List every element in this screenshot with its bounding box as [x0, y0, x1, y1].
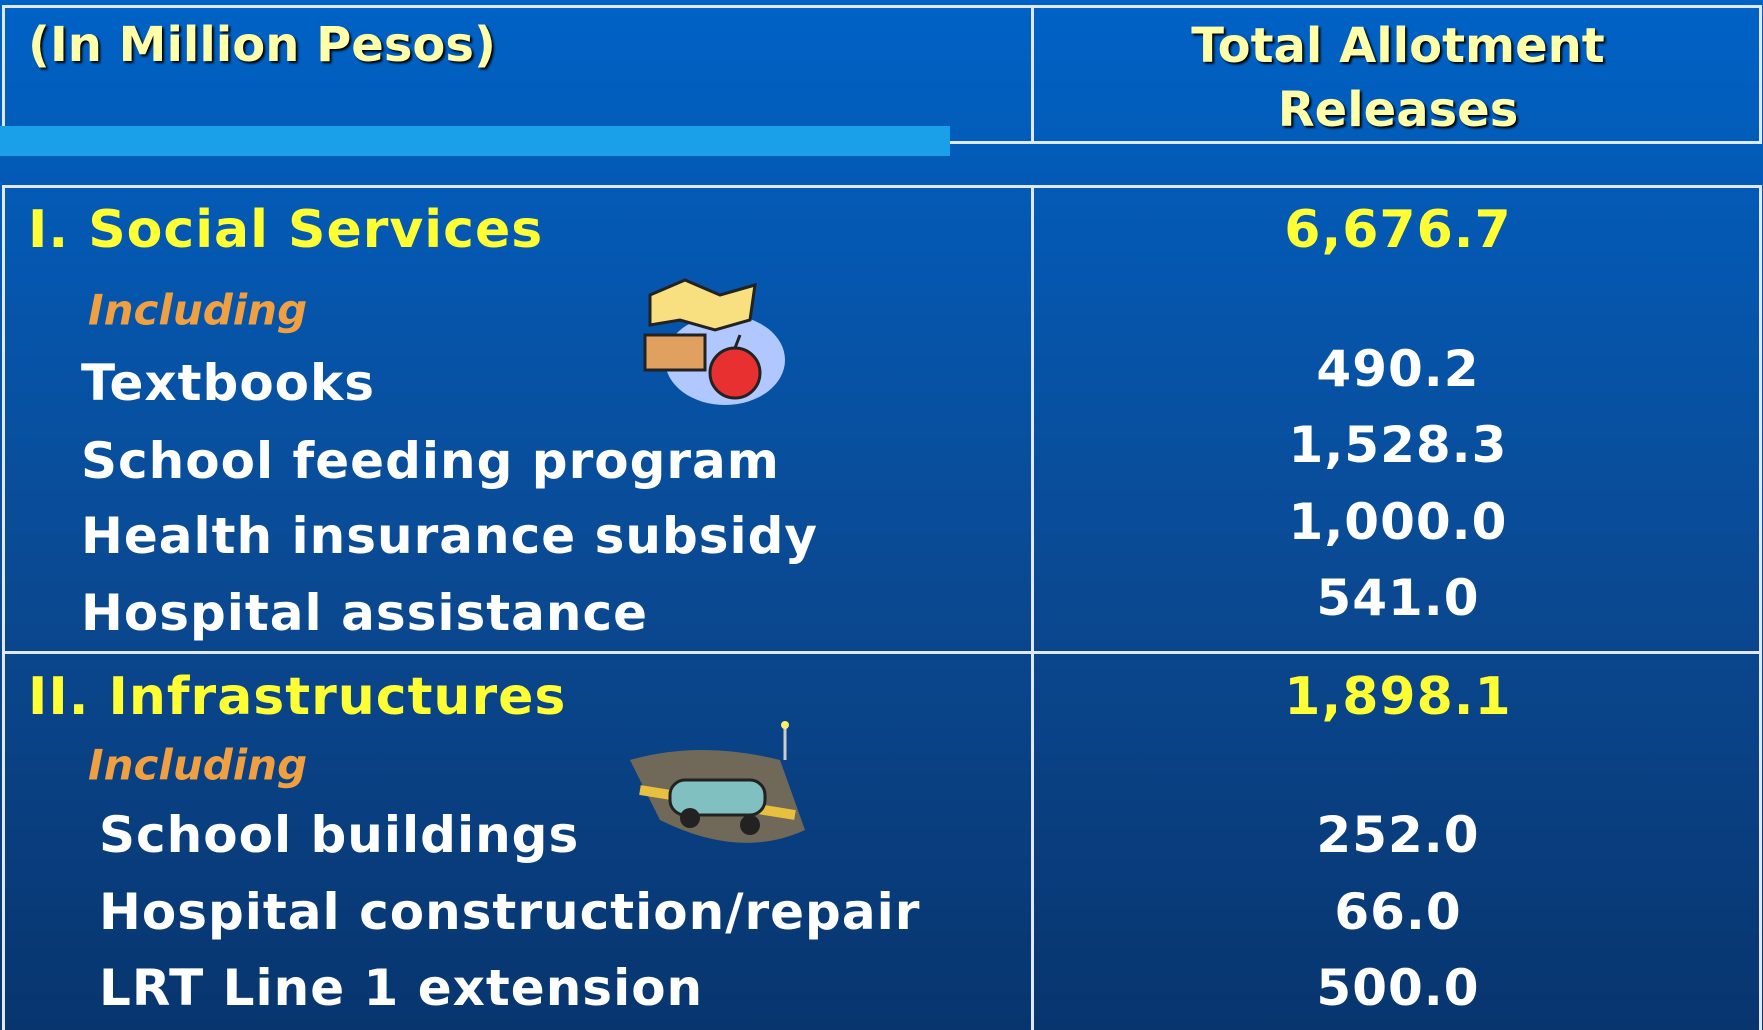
section-title: II. Infrastructures — [28, 667, 566, 727]
item-value: 541.0 — [1316, 569, 1479, 627]
section-total: 1,898.1 — [1284, 667, 1511, 727]
item-value: 490.2 — [1316, 340, 1479, 398]
column-divider — [1031, 185, 1034, 1030]
header-divider — [1031, 5, 1034, 144]
item-label: School buildings — [99, 806, 579, 864]
item-value: 66.0 — [1334, 883, 1461, 941]
item-label: LRT Line 1 extension — [99, 959, 703, 1017]
item-value: 500.0 — [1316, 959, 1479, 1017]
books-icon — [640, 275, 795, 410]
car-icon — [620, 720, 810, 860]
unit-label: (In Million Pesos) — [28, 17, 496, 73]
item-value: 1,000.0 — [1289, 493, 1508, 551]
including-label: Including — [88, 286, 307, 335]
item-label: Textbooks — [81, 354, 375, 412]
column-header: Total Allotment Releases — [1158, 14, 1638, 142]
item-label: Hospital construction/repair — [99, 883, 920, 941]
including-label: Including — [88, 741, 307, 790]
slide: (In Million Pesos) Total Allotment Relea… — [0, 0, 1763, 1030]
item-label: Health insurance subsidy — [81, 507, 818, 565]
item-label: Hospital assistance — [81, 584, 648, 642]
item-value: 252.0 — [1316, 806, 1479, 864]
item-label: School feeding program — [81, 432, 780, 490]
header-stripe — [0, 126, 950, 156]
item-value: 1,528.3 — [1289, 416, 1508, 474]
section-title: I. Social Services — [28, 200, 543, 260]
row-divider — [2, 651, 1762, 654]
section-total: 6,676.7 — [1284, 200, 1511, 260]
